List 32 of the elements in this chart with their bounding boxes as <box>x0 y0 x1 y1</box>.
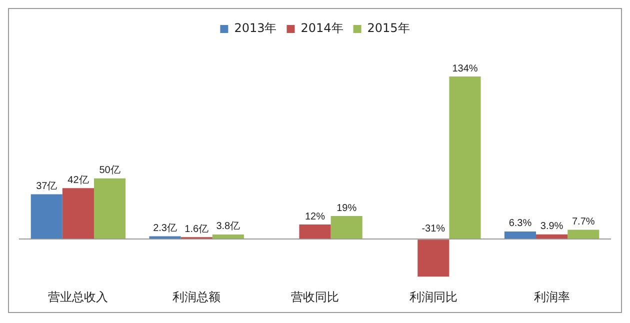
data-label: 50亿 <box>99 165 120 176</box>
data-label: 3.9% <box>540 221 564 232</box>
x-tick-label: 利润率 <box>534 290 570 304</box>
bar <box>30 194 62 239</box>
bar <box>536 234 568 239</box>
data-label: 6.3% <box>508 218 532 230</box>
data-label: 19% <box>336 202 357 214</box>
bar <box>330 216 362 239</box>
x-tick-label: 营业总收入 <box>48 290 108 304</box>
data-label: 2.3亿 <box>153 223 177 234</box>
legend-label: 2015年 <box>367 21 410 36</box>
x-tick-label: 利润同比 <box>409 290 458 304</box>
x-tick-label: 营收同比 <box>291 290 339 304</box>
data-label: -31% <box>422 223 446 234</box>
bar <box>568 230 600 239</box>
data-label: 3.8亿 <box>216 221 240 232</box>
bar <box>299 224 331 239</box>
x-tick-label: 利润总额 <box>172 290 221 304</box>
data-label: 134% <box>452 63 478 74</box>
legend-label: 2014年 <box>300 21 344 36</box>
bar <box>418 240 450 277</box>
bar <box>504 231 536 239</box>
bar <box>212 234 244 239</box>
data-label: 12% <box>304 211 326 222</box>
data-label: 42亿 <box>68 174 89 186</box>
data-label: 37亿 <box>36 180 58 192</box>
bar <box>94 178 126 239</box>
data-label: 1.6亿 <box>184 224 209 235</box>
bar <box>62 188 94 239</box>
bar <box>449 76 481 239</box>
legend-label: 2013年 <box>234 21 277 36</box>
data-label: 7.7% <box>572 216 595 228</box>
